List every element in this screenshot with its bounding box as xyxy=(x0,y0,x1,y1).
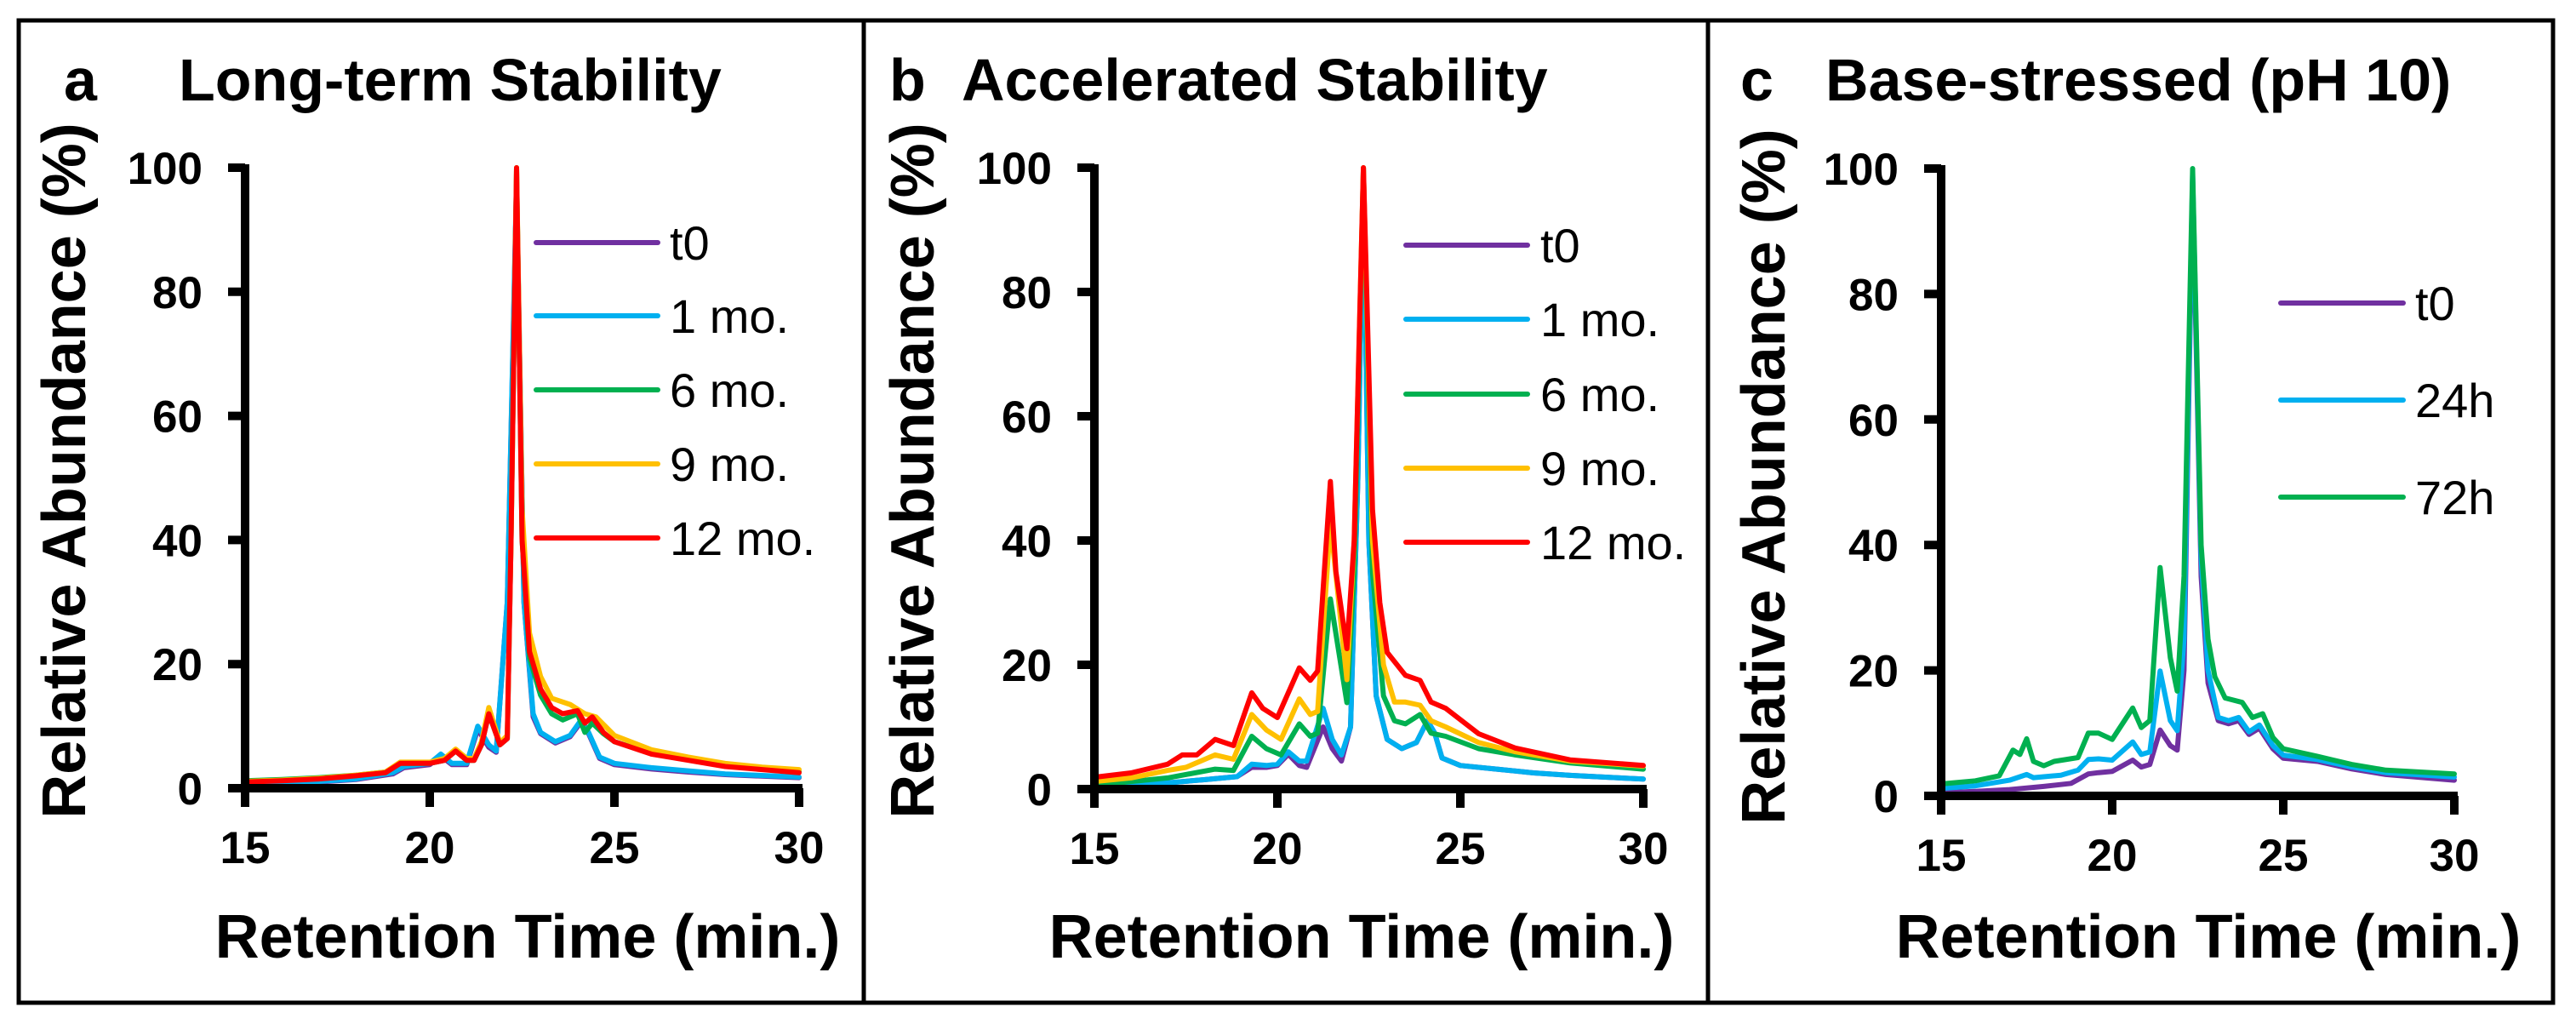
x-axis-title: Retention Time (min.) xyxy=(1049,903,1675,971)
series-line-12-mo xyxy=(243,165,802,785)
x-tick-label: 15 xyxy=(1916,831,1967,881)
panel-c: c Base-stressed (pH 10) 0 20 40 60 80 100 15 20 25… xyxy=(1730,47,2521,971)
x-tick-label: 20 xyxy=(405,823,455,873)
legend: t0 1 mo. 6 mo. 9 mo. 12 mo. xyxy=(534,216,815,565)
y-tick-label: 100 xyxy=(1824,145,1899,195)
legend-item: 1 mo. xyxy=(1403,293,1659,346)
x-tick-label: 15 xyxy=(1070,824,1120,874)
y-tick-label: 60 xyxy=(1002,392,1052,443)
panel-title: Accelerated Stability xyxy=(962,47,1548,113)
legend-item: t0 xyxy=(534,216,710,270)
legend-item: 6 mo. xyxy=(1403,368,1659,421)
y-axis-title: Relative Abundance (%) xyxy=(31,123,99,819)
legend-item: t0 xyxy=(2278,277,2455,330)
legend-label: 12 mo. xyxy=(1540,516,1686,569)
y-tick-label: 60 xyxy=(1848,396,1899,446)
legend-item: 1 mo. xyxy=(534,289,789,343)
legend-label: 24h xyxy=(2415,374,2494,427)
legend-item: 72h xyxy=(2278,471,2494,524)
y-tick-label: 80 xyxy=(1848,270,1899,320)
series-line-24h xyxy=(1939,172,2457,792)
series-line-9-mo xyxy=(1092,165,1646,785)
legend-item: 9 mo. xyxy=(534,438,789,491)
x-tick-label: 25 xyxy=(2259,831,2309,881)
y-tick-label: 40 xyxy=(1848,521,1899,571)
x-tick-label: 30 xyxy=(2430,831,2480,881)
y-tick-label: 40 xyxy=(152,516,203,566)
legend-item: 24h xyxy=(2278,374,2494,427)
legend: t0 24h 72h xyxy=(2278,277,2494,524)
x-tick-label: 25 xyxy=(1436,824,1486,874)
y-tick-label: 0 xyxy=(178,764,203,815)
panel-a: a Long-term Stability 0 20 40 60 80 100 15 20 25 30… xyxy=(31,47,840,971)
y-tick-label: 100 xyxy=(128,144,203,194)
legend-item: 6 mo. xyxy=(534,363,789,417)
figure-border xyxy=(16,18,2556,1005)
x-axis-title: Retention Time (min.) xyxy=(215,903,841,971)
y-tick-label: 0 xyxy=(1874,772,1899,822)
y-tick-label: 20 xyxy=(152,640,203,690)
series-line-12-mo xyxy=(1092,165,1646,781)
x-tick-label: 20 xyxy=(2088,831,2138,881)
legend-label: 9 mo. xyxy=(1540,442,1659,495)
legend-item: 12 mo. xyxy=(534,512,815,565)
legend-label: t0 xyxy=(1540,219,1580,272)
x-tick-label: 25 xyxy=(590,823,640,873)
panel-title: Base-stressed (pH 10) xyxy=(1825,47,2451,113)
y-tick-label: 0 xyxy=(1027,765,1052,815)
x-tick-label: 30 xyxy=(1619,824,1669,874)
legend-label: 6 mo. xyxy=(1540,368,1659,421)
y-axis-title: Relative Abundance (%) xyxy=(1730,129,1798,825)
x-axis-title: Retention Time (min.) xyxy=(1896,903,2522,971)
legend: t0 1 mo. 6 mo. 9 mo. 12 mo. xyxy=(1403,219,1686,569)
legend-item: 12 mo. xyxy=(1403,516,1686,569)
panel-label: c xyxy=(1740,47,1773,113)
legend-item: t0 xyxy=(1403,219,1580,272)
panel-title: Long-term Stability xyxy=(179,47,722,113)
panel-b: b Accelerated Stability 0 20 40 60 80 100 15 20 25… xyxy=(879,47,1686,971)
y-tick-label: 100 xyxy=(977,144,1052,194)
y-tick-label: 40 xyxy=(1002,517,1052,567)
y-tick-label: 80 xyxy=(152,268,203,318)
y-axis-title: Relative Abundance (%) xyxy=(879,123,947,819)
legend-item: 9 mo. xyxy=(1403,442,1659,495)
legend-label: 9 mo. xyxy=(670,438,789,491)
legend-label: 72h xyxy=(2415,471,2494,524)
panel-label: a xyxy=(64,47,98,113)
x-tick-label: 20 xyxy=(1253,824,1303,874)
legend-label: t0 xyxy=(2415,277,2455,330)
y-tick-label: 60 xyxy=(152,392,203,443)
legend-label: 1 mo. xyxy=(670,289,789,343)
y-tick-label: 20 xyxy=(1002,641,1052,691)
panel-label: b xyxy=(889,47,926,113)
y-tick-label: 80 xyxy=(1002,268,1052,318)
legend-label: 12 mo. xyxy=(670,512,815,565)
x-tick-label: 30 xyxy=(774,823,825,873)
y-tick-label: 20 xyxy=(1848,647,1899,697)
legend-label: t0 xyxy=(670,216,710,270)
legend-label: 1 mo. xyxy=(1540,293,1659,346)
legend-label: 6 mo. xyxy=(670,363,789,417)
series-line-72h xyxy=(1939,166,2457,787)
x-tick-label: 15 xyxy=(220,823,271,873)
